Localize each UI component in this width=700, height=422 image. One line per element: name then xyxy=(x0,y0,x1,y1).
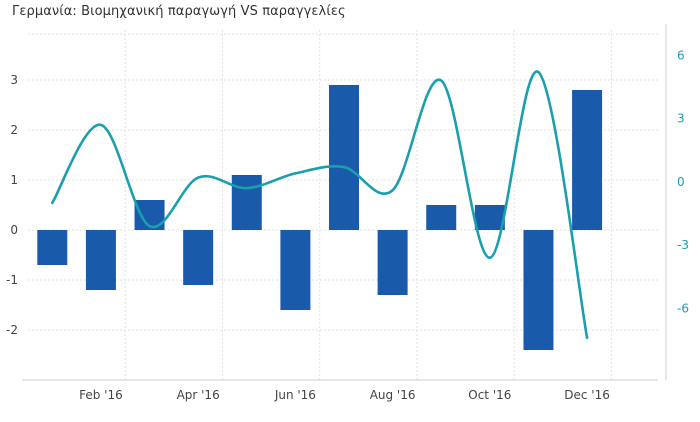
x-tick-label: Apr '16 xyxy=(177,388,220,402)
y-right-tick-label: 6 xyxy=(677,48,685,62)
y-left-tick-label: 3 xyxy=(10,73,18,87)
bar xyxy=(426,205,457,230)
x-tick-label: Aug '16 xyxy=(370,388,416,402)
bar xyxy=(572,90,603,230)
y-left-tick-label: 1 xyxy=(10,173,18,187)
bar xyxy=(183,230,214,285)
x-tick-label: Oct '16 xyxy=(468,388,511,402)
bars-layer xyxy=(37,85,603,350)
labels-layer: 3 2 1 0 -1 -2 6 3 0 -3 -6 Feb '16 Apr '16 Jun '16 Aug … xyxy=(6,48,689,402)
line-series xyxy=(51,70,589,340)
y-left-tick-label: 2 xyxy=(10,123,18,137)
y-right-tick-label: 0 xyxy=(677,175,685,189)
x-tick-label: Dec '16 xyxy=(564,388,610,402)
bar xyxy=(474,205,505,230)
bar xyxy=(523,230,554,350)
chart-title: Γερμανία: Βιομηχανική παραγωγή VS παραγγ… xyxy=(12,4,346,19)
bar xyxy=(85,230,116,290)
x-tick-label: Jun '16 xyxy=(274,388,316,402)
y-left-tick-label: 0 xyxy=(10,223,18,237)
y-right-tick-label: 3 xyxy=(677,112,685,126)
y-left-tick-label: -2 xyxy=(6,323,18,337)
x-tick-label: Feb '16 xyxy=(79,388,123,402)
bar xyxy=(329,85,359,230)
bar xyxy=(280,230,311,310)
axes-layer xyxy=(22,24,667,381)
y-left-tick-label: -1 xyxy=(6,273,18,287)
bar xyxy=(231,175,262,230)
bar xyxy=(377,230,408,295)
line-layer xyxy=(51,70,589,340)
bar xyxy=(37,230,68,265)
y-right-tick-label: -3 xyxy=(677,238,689,252)
y-right-tick-label: -6 xyxy=(677,301,689,315)
